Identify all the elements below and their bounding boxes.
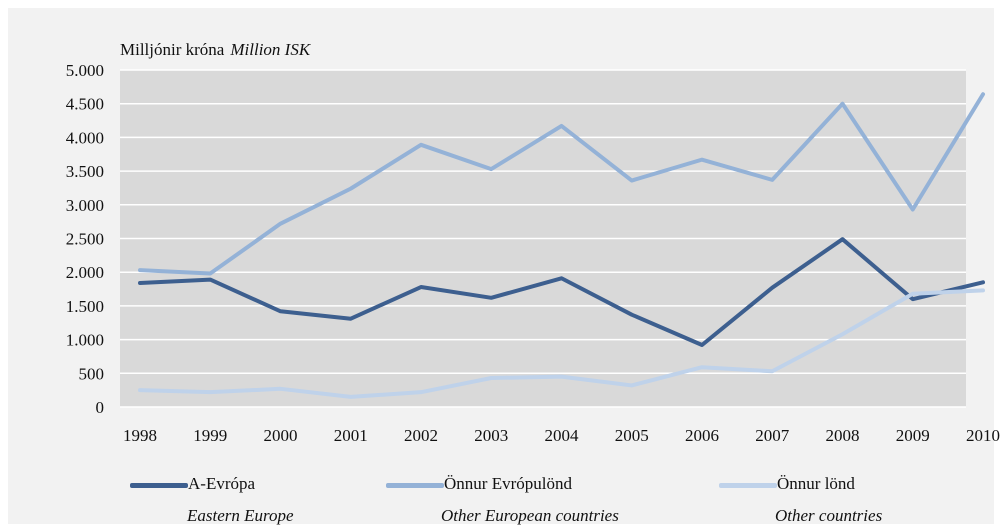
x-axis: 1998 1999 2000 2001 2002 2003 2004 2005 2006 2007… (123, 426, 1000, 445)
unit-label-en: Million ISK (230, 40, 311, 59)
legend-swatch-series-3 (719, 483, 777, 488)
y-tick-label: 1.500 (66, 297, 104, 316)
legend-sublabel-series-3: Other countries (775, 506, 883, 525)
x-tick-label: 2008 (826, 426, 860, 445)
series-line-3 (138, 288, 985, 399)
x-tick-label: 1998 (123, 426, 157, 445)
x-tick-label: 2010 (966, 426, 1000, 445)
x-tick-label: 2009 (896, 426, 930, 445)
legend-label-series-2: Önnur Evrópulönd (444, 474, 572, 493)
series-line-1 (138, 237, 985, 347)
legend-sublabel-series-2: Other European countries (441, 506, 619, 525)
x-tick-label: 2002 (404, 426, 438, 445)
legend-swatch-series-2 (386, 483, 444, 488)
x-tick-label: 1999 (193, 426, 227, 445)
y-tick-label: 4.500 (66, 95, 104, 114)
x-tick-label: 2005 (615, 426, 649, 445)
x-tick-label: 2001 (334, 426, 368, 445)
y-tick-label: 3.500 (66, 162, 104, 181)
x-tick-label: 2003 (474, 426, 508, 445)
series-lines (138, 92, 985, 399)
y-tick-label: 0 (96, 398, 105, 417)
series-line-2 (138, 92, 985, 276)
y-tick-label: 1.000 (66, 331, 104, 350)
x-tick-label: 2000 (264, 426, 298, 445)
unit-label-is: Milljónir króna (120, 40, 225, 59)
legend-label-series-1: A-Evrópa (188, 474, 256, 493)
grid-lines (120, 69, 966, 408)
unit-label: Milljónir króna Million ISK (120, 40, 310, 60)
x-tick-label: 2006 (685, 426, 719, 445)
y-tick-label: 4.000 (66, 128, 104, 147)
y-tick-label: 2.500 (66, 230, 104, 249)
x-tick-label: 2007 (755, 426, 790, 445)
y-tick-label: 2.000 (66, 263, 104, 282)
y-tick-label: 5.000 (66, 61, 104, 80)
legend-sublabel-series-1: Eastern Europe (187, 506, 294, 525)
y-tick-label: 3.000 (66, 196, 104, 215)
legend-swatch-series-1 (130, 483, 188, 488)
y-axis: 0 500 1.000 1.500 2.000 2.500 3.000 3.500 4.000 4… (66, 61, 104, 417)
y-tick-label: 500 (79, 364, 105, 383)
x-tick-label: 2004 (545, 426, 580, 445)
legend-label-series-3: Önnur lönd (777, 474, 855, 493)
